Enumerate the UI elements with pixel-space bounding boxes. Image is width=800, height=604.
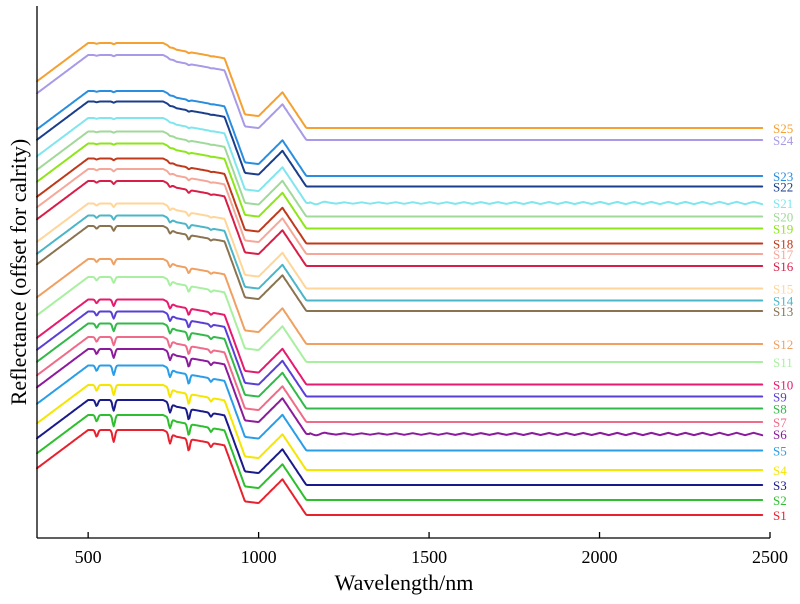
series-label-s18: S18	[773, 237, 793, 252]
series-label-s21: S21	[773, 196, 793, 211]
x-tick-label: 1000	[241, 547, 277, 567]
series-label-s25: S25	[773, 121, 793, 136]
x-tick-label: 2000	[582, 547, 618, 567]
series-label-s13: S13	[773, 304, 793, 319]
y-axis-title: Reflectance (offset for calrity)	[6, 139, 31, 406]
series-label-s7: S7	[773, 415, 787, 430]
series-line-s8	[36, 322, 764, 410]
series-line-s13	[36, 225, 764, 312]
series-line-s22	[36, 100, 764, 188]
series-line-s23	[36, 90, 764, 177]
series-line-s16	[36, 180, 764, 267]
series-line-s17	[36, 168, 764, 255]
series-line-s12	[36, 258, 764, 345]
x-tick-label: 500	[75, 547, 102, 567]
series-label-s8: S8	[773, 402, 787, 417]
x-tick-label: 2500	[752, 547, 788, 567]
series-label-s6: S6	[773, 427, 787, 442]
series-line-s4	[36, 384, 764, 471]
series-label-s20: S20	[773, 210, 793, 225]
series-line-s21	[36, 117, 764, 206]
series-label-s3: S3	[773, 478, 787, 493]
series-line-s5	[36, 364, 764, 452]
series-label-s23: S23	[773, 169, 793, 184]
series-line-s2	[36, 414, 764, 501]
series-line-s10	[36, 298, 764, 386]
series-line-s18	[36, 157, 764, 245]
series-label-s24: S24	[773, 133, 794, 148]
series-line-s20	[36, 130, 764, 218]
series-curves	[36, 42, 764, 516]
series-label-s19: S19	[773, 222, 793, 237]
series-label-s22: S22	[773, 180, 793, 195]
series-line-s24	[36, 54, 764, 141]
series-line-s6	[36, 348, 764, 437]
series-label-s16: S16	[773, 259, 794, 274]
series-line-s7	[36, 336, 764, 423]
series-label-s11: S11	[773, 355, 793, 370]
series-label-s12: S12	[773, 337, 793, 352]
series-labels: S1S2S3S4S5S6S7S8S9S10S11S12S13S14S15S16S…	[773, 121, 794, 523]
series-line-s15	[36, 202, 764, 290]
series-line-s19	[36, 142, 764, 230]
series-label-s4: S4	[773, 463, 787, 478]
x-axis-title: Wavelength/nm	[335, 570, 474, 595]
series-label-s5: S5	[773, 444, 787, 459]
series-label-s9: S9	[773, 390, 787, 405]
x-tick-label: 1500	[411, 547, 447, 567]
series-label-s2: S2	[773, 493, 787, 508]
x-axis-ticks: 500 1000 1500 2000 2500	[75, 532, 788, 567]
series-label-s15: S15	[773, 282, 793, 297]
series-label-s1: S1	[773, 508, 787, 523]
series-label-s10: S10	[773, 378, 793, 393]
series-line-s3	[36, 399, 764, 486]
series-label-s17: S17	[773, 247, 794, 262]
series-line-s9	[36, 310, 764, 398]
series-line-s1	[36, 429, 764, 516]
series-line-s25	[36, 42, 764, 129]
series-line-s11	[36, 276, 764, 363]
series-line-s14	[36, 214, 764, 302]
series-label-s14: S14	[773, 294, 794, 309]
